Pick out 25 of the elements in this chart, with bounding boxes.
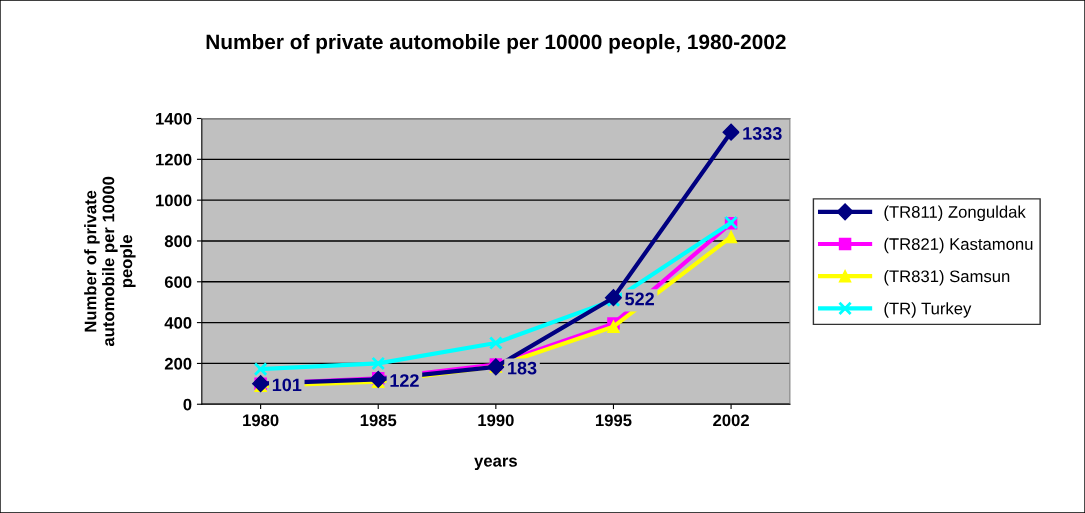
legend-label: (TR821) Kastamonu <box>884 237 1033 254</box>
y-tick-label: 200 <box>164 357 192 370</box>
chart-title: Number of private automobile per 10000 people, 1980-2002 <box>206 33 786 54</box>
y-axis-title: Number of private automobile per 10000 people <box>84 176 136 347</box>
x-tick-label: 2002 <box>713 414 749 427</box>
data-label: 183 <box>508 361 537 375</box>
x-tick-label: 1995 <box>595 414 632 427</box>
x-tick-label: 1990 <box>478 414 514 427</box>
y-tick-label: 1200 <box>156 153 192 166</box>
legend-label: (TR811) Zonguldak <box>884 205 1026 222</box>
legend-label: (TR) Turkey <box>884 302 972 318</box>
x-tick-label: 1980 <box>243 414 279 427</box>
y-tick-label: 1400 <box>156 112 192 125</box>
y-tick-label: 600 <box>164 276 192 288</box>
y-tick-label: 1000 <box>156 194 192 207</box>
y-tick-label: 800 <box>164 235 192 248</box>
data-label: 122 <box>390 374 419 387</box>
x-axis-title: years <box>474 457 517 471</box>
y-tick-label: 400 <box>164 317 192 329</box>
data-label: 101 <box>272 378 302 392</box>
x-tick-label: 1985 <box>360 414 397 427</box>
legend-label: (TR831) Samsun <box>884 269 1010 286</box>
data-label: 1333 <box>743 127 782 140</box>
data-label: 522 <box>625 292 654 306</box>
y-tick-label: 0 <box>183 398 192 411</box>
